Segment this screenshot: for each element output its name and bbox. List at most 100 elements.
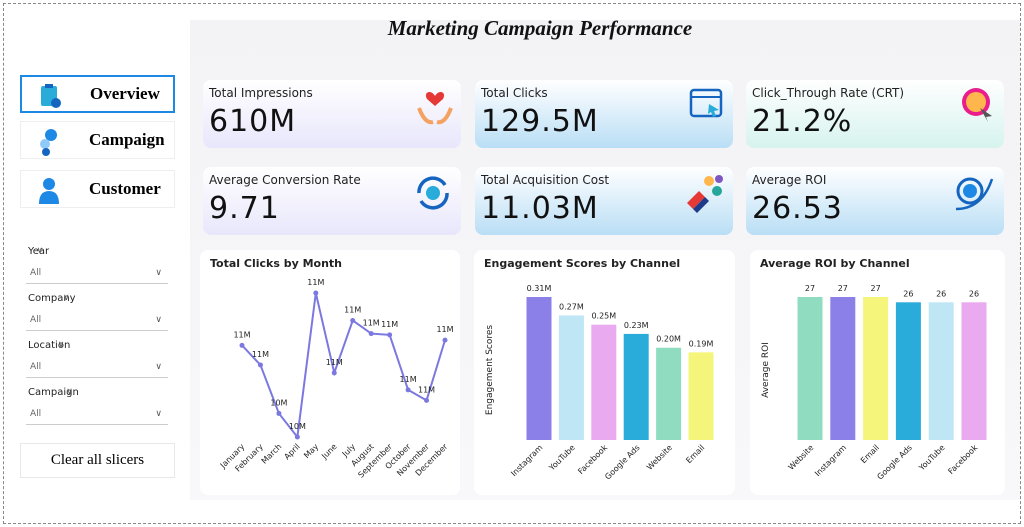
x-tick-label: Email (684, 443, 706, 465)
chevron: ∨ (155, 268, 162, 278)
line (241, 292, 446, 440)
bar (526, 297, 552, 440)
data-label: 11M (326, 358, 343, 367)
kpi-card: Average ROI 26.53 (746, 167, 1004, 235)
x-tick-label: March (260, 442, 284, 466)
data-label: 11M (381, 320, 398, 329)
kpi-value: 610M (209, 104, 297, 139)
icon (962, 88, 992, 122)
nav-button[interactable]: Customer (20, 170, 175, 208)
bar (797, 297, 823, 440)
nav-button[interactable]: Overview (20, 75, 175, 113)
kpi-card: Total Clicks 129.5M (475, 80, 733, 148)
kpi-value: 21.2% (752, 104, 853, 139)
bar (591, 324, 617, 440)
chevron: ∨ (66, 387, 73, 397)
chevron: ∨ (155, 315, 162, 325)
point (257, 362, 263, 368)
kpi-label: Average ROI (752, 173, 827, 187)
bar (928, 302, 954, 440)
bar (830, 297, 856, 440)
data-label: 27 (805, 284, 815, 293)
icon (689, 88, 723, 118)
x-tick-label: Website (787, 443, 816, 472)
slicer-dropdown[interactable]: All ∨ (26, 268, 168, 284)
data-label: 10M (270, 398, 287, 407)
x-tick-label: Website (645, 443, 674, 472)
kpi-value: 9.71 (209, 191, 280, 226)
bar (656, 347, 682, 440)
data-label: 0.23M (624, 321, 649, 330)
chevron: ∨ (155, 362, 162, 372)
point (239, 342, 245, 348)
kpi-label: Total Acquisition Cost (481, 173, 610, 187)
page-title: Marketing Campaign Performance (387, 16, 693, 40)
x-tick-label: May (302, 442, 320, 460)
data-label: 10M (289, 422, 306, 431)
bar (961, 302, 987, 440)
slicer-panel: Year ∨ All ∨ Company ∨ All ∨ Location ∨ All ∨ Campai… (22, 238, 172, 428)
chevron: ∨ (155, 409, 162, 419)
slicer-dropdown[interactable]: All ∨ (26, 315, 168, 331)
x-tick-label: Instagram (509, 443, 544, 478)
data-label: 11M (307, 278, 324, 287)
point (368, 331, 374, 337)
data-label: 0.31M (527, 284, 552, 293)
data-label: 26 (903, 289, 913, 298)
point (313, 290, 319, 296)
data-label: 11M (400, 375, 417, 384)
slicer-label: Campaign ∨ (28, 387, 79, 398)
slicer-label: Company ∨ (28, 293, 76, 304)
x-tick-label: Instagram (813, 443, 848, 478)
x-tick-label: June (319, 442, 338, 461)
x-tick-label: Google Ads (875, 443, 913, 481)
slicer-label: Year ∨ (28, 246, 50, 257)
data-label: 26 (969, 289, 979, 298)
kpi-label: Total Clicks (481, 86, 548, 100)
data-label: 11M (233, 330, 250, 339)
point (442, 337, 448, 343)
slicer-dropdown[interactable]: All ∨ (26, 362, 168, 378)
x-tick-label: Facebook (576, 443, 609, 476)
kpi-label: Total Impressions (209, 86, 313, 100)
data-label: 0.27M (559, 302, 584, 311)
data-label: 11M (418, 385, 435, 394)
point (387, 332, 393, 338)
x-tick-label: April (282, 442, 301, 461)
point (276, 410, 282, 416)
chevron: ∨ (57, 340, 65, 350)
kpi-label: Average Conversion Rate (209, 173, 361, 187)
chart: Total Clicks by Month11MJanuary11MFebrua… (200, 250, 460, 495)
kpi-label: Click_Through Rate (CRT) (752, 86, 905, 100)
bar (863, 297, 889, 440)
kpi-value: 129.5M (481, 104, 599, 139)
nav-label: Customer (89, 179, 161, 198)
chevron: ∨ (36, 246, 44, 256)
y-axis-title: Engagement Scores (485, 325, 495, 415)
data-label: 27 (838, 284, 848, 293)
icon (40, 129, 57, 156)
nav-button[interactable]: Campaign (20, 121, 175, 159)
chart-title: Average ROI by Channel (760, 257, 910, 270)
clear-button[interactable]: Clear all slicers (20, 443, 175, 478)
data-label: 11M (363, 319, 380, 328)
icon (417, 92, 453, 125)
icon (39, 178, 59, 204)
data-label: 11M (344, 305, 361, 314)
kpi-value: 26.53 (752, 191, 843, 226)
slicer-label: Location ∨ (28, 340, 71, 351)
point (405, 387, 411, 393)
nav-label: Campaign (89, 130, 165, 149)
nav-label: Overview (90, 84, 160, 103)
chart-title: Total Clicks by Month (210, 257, 342, 270)
data-label: 0.25M (591, 312, 616, 321)
slicer-dropdown[interactable]: All ∨ (26, 409, 168, 425)
icon (687, 175, 723, 213)
kpi-card: Total Impressions 610M (203, 80, 461, 148)
icon (41, 84, 61, 108)
y-axis-title: Average ROI (761, 342, 771, 398)
bar (558, 315, 584, 440)
kpi-card: Click_Through Rate (CRT) 21.2% (746, 80, 1004, 148)
x-tick-label: Facebook (946, 443, 979, 476)
kpi-card: Total Acquisition Cost 11.03M (475, 167, 733, 235)
